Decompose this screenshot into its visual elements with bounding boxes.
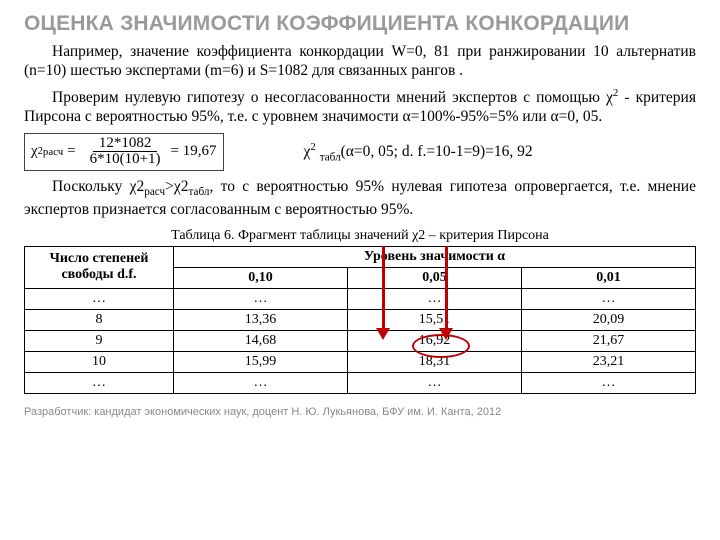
chi2-calc-formula: χ2расч = 12*1082 6*10(10+1) = 19,67 [24,133,224,172]
table-header-row-1: Число степеней свободы d.f. Уровень знач… [25,246,696,267]
col-001: 0,01 [522,267,696,288]
chi2-table: Число степеней свободы d.f. Уровень знач… [24,246,696,394]
paragraph-1: Например, значение коэффициента конкорда… [24,42,696,81]
paragraph-1-text: Например, значение коэффициента конкорда… [24,43,696,79]
table-row: 914,6816,9221,67 [25,330,696,351]
formula-denominator: 6*10(10+1) [84,152,167,168]
table-row: 1015,9918,3123,21 [25,351,696,372]
header-df: Число степеней свободы d.f. [25,246,174,288]
table-row: ………… [25,288,696,309]
table-row: ………… [25,372,696,393]
footer-credit: Разработчик: кандидат экономических наук… [24,406,696,418]
chi2-table-value: χ2 табл(α=0, 05; d. f.=10-1=9)=16, 92 [304,141,533,163]
page-title: ОЦЕНКА ЗНАЧИМОСТИ КОЭФФИЦИЕНТА КОНКОРДАЦ… [24,12,696,36]
table-wrap: Число степеней свободы d.f. Уровень знач… [24,246,696,394]
paragraph-2a: Проверим нулевую гипотезу о несогласован… [52,89,613,106]
table-caption: Таблица 6. Фрагмент таблицы значений χ2 … [24,228,696,244]
formula-numerator: 12*1082 [93,136,158,153]
col-005: 0,05 [348,267,522,288]
table-row: 813,3615,5120,09 [25,309,696,330]
p3-a: Поскольку χ2 [52,178,144,195]
formula-row: χ2расч = 12*1082 6*10(10+1) = 19,67 χ2 т… [24,133,696,172]
paragraph-2: Проверим нулевую гипотезу о несогласован… [24,87,696,127]
col-010: 0,10 [174,267,348,288]
paragraph-3: Поскольку χ2расч>χ2табл, то с вероятност… [24,177,696,219]
header-alpha: Уровень значимости α [174,246,696,267]
